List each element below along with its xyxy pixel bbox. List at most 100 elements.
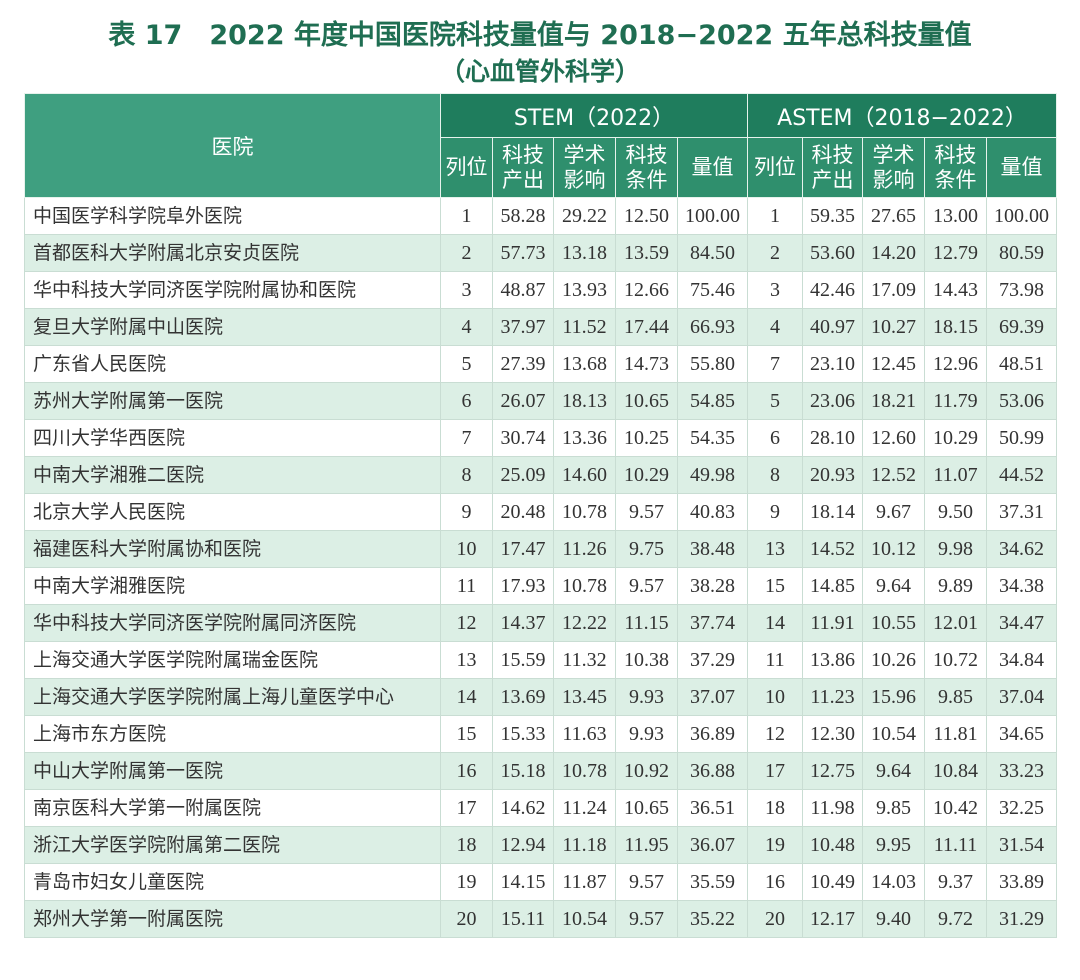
cell: 26.07 [492, 382, 554, 420]
column-header: 量值 [676, 137, 749, 198]
table-row: 苏州大学附属第一医院 6 26.07 18.13 10.65 54.85 5 23.06 18.… [24, 382, 1058, 420]
header-row: 列位 科技 产出 学术 影响 科技 条件 量值 列位 科技 产出 学术 影响 科技 条件 量值 [25, 137, 1058, 198]
table-row: 华中科技大学同济医学院附属同济医院 12 14.37 12.22 11.15 37.74 1… [24, 604, 1058, 642]
cell: 12 [440, 604, 493, 642]
cell: 11 [747, 641, 804, 679]
cell: 9.37 [924, 863, 988, 901]
cell: 15.96 [862, 678, 926, 716]
cell: 9.67 [862, 493, 926, 531]
table-row: 北京大学人民医院 9 20.48 10.78 9.57 40.83 9 18.14 9.67 9.… [24, 493, 1058, 531]
cell: 16 [747, 863, 804, 901]
cell: 75.46 [676, 271, 749, 309]
cell: 59.35 [802, 197, 864, 235]
table-row: 南京医科大学第一附属医院 17 14.62 11.24 10.65 36.51 18 11.9… [24, 789, 1058, 827]
cell: 10.54 [553, 900, 616, 938]
table-row: 广东省人民医院 5 27.39 13.68 14.73 55.80 7 23.10 12.45 1… [24, 345, 1058, 383]
cell: 35.59 [676, 863, 749, 901]
cell: 1 [440, 197, 493, 235]
cell: 10 [440, 530, 493, 568]
hospital-name: 南京医科大学第一附属医院 [24, 789, 441, 827]
cell: 14.20 [862, 234, 926, 272]
cell: 27.65 [862, 197, 926, 235]
cell: 6 [747, 419, 804, 457]
table-row: 复旦大学附属中山医院 4 37.97 11.52 17.44 66.93 4 40.97 10.… [24, 308, 1058, 346]
hospital-name: 上海交通大学医学院附属瑞金医院 [24, 641, 441, 679]
cell: 11.15 [615, 604, 678, 642]
cell: 40.97 [802, 308, 864, 346]
cell: 9.75 [615, 530, 678, 568]
column-header: 量值 [986, 137, 1058, 198]
cell: 36.51 [676, 789, 749, 827]
cell: 14.37 [492, 604, 554, 642]
cell: 17.47 [492, 530, 554, 568]
cell: 10.78 [553, 752, 616, 790]
cell: 10.65 [615, 789, 678, 827]
cell: 54.35 [676, 419, 749, 457]
cell: 14.62 [492, 789, 554, 827]
cell: 20.48 [492, 493, 554, 531]
cell: 13.93 [553, 271, 616, 309]
cell: 34.38 [986, 567, 1058, 605]
cell: 55.80 [676, 345, 749, 383]
cell: 11.11 [924, 826, 988, 864]
table-row: 四川大学华西医院 7 30.74 13.36 10.25 54.35 6 28.10 12.60… [24, 419, 1058, 457]
cell: 10.92 [615, 752, 678, 790]
cell: 18 [440, 826, 493, 864]
cell: 53.06 [986, 382, 1058, 420]
cell: 15 [440, 715, 493, 753]
hospital-name: 华中科技大学同济医学院附属同济医院 [24, 604, 441, 642]
cell: 38.48 [676, 530, 749, 568]
table-row: 浙江大学医学院附属第二医院 18 12.94 11.18 11.95 36.07 19 10.… [24, 826, 1058, 864]
hospital-name: 中国医学科学院阜外医院 [24, 197, 441, 235]
cell: 3 [440, 271, 493, 309]
cell: 8 [440, 456, 493, 494]
cell: 37.04 [986, 678, 1058, 716]
cell: 9.40 [862, 900, 926, 938]
cell: 53.60 [802, 234, 864, 272]
cell: 10.55 [862, 604, 926, 642]
group-header: ASTEM（2018−2022） [747, 93, 1058, 138]
cell: 10.48 [802, 826, 864, 864]
cell: 20 [440, 900, 493, 938]
cell: 28.10 [802, 419, 864, 457]
cell: 11.98 [802, 789, 864, 827]
cell: 10.65 [615, 382, 678, 420]
cell: 10.29 [924, 419, 988, 457]
cell: 10.27 [862, 308, 926, 346]
hospital-name: 北京大学人民医院 [24, 493, 441, 531]
cell: 15.59 [492, 641, 554, 679]
cell: 15.33 [492, 715, 554, 753]
cell: 18.13 [553, 382, 616, 420]
column-header: 学术 影响 [553, 137, 616, 198]
cell: 12.96 [924, 345, 988, 383]
cell: 9.57 [615, 493, 678, 531]
cell: 35.22 [676, 900, 749, 938]
table-row: 华中科技大学同济医学院附属协和医院 3 48.87 13.93 12.66 75.46 3 4… [24, 271, 1058, 309]
hospital-name: 华中科技大学同济医学院附属协和医院 [24, 271, 441, 309]
table-header: 医院 STEM（2022） ASTEM（2018−2022） 列位 科技 产出 学术 影响… [24, 93, 1058, 198]
cell: 34.62 [986, 530, 1058, 568]
cell: 11.81 [924, 715, 988, 753]
cell: 13.45 [553, 678, 616, 716]
table: 医院 STEM（2022） ASTEM（2018−2022） 列位 科技 产出 学术 影响… [24, 93, 1058, 938]
hospital-name: 四川大学华西医院 [24, 419, 441, 457]
cell: 30.74 [492, 419, 554, 457]
cell: 3 [747, 271, 804, 309]
cell: 9.89 [924, 567, 988, 605]
cell: 12.66 [615, 271, 678, 309]
cell: 38.28 [676, 567, 749, 605]
cell: 19 [747, 826, 804, 864]
cell: 31.29 [986, 900, 1058, 938]
cell: 11.63 [553, 715, 616, 753]
cell: 9.72 [924, 900, 988, 938]
cell: 15.11 [492, 900, 554, 938]
table-row: 福建医科大学附属协和医院 10 17.47 11.26 9.75 38.48 13 14.52… [24, 530, 1058, 568]
table-row: 首都医科大学附属北京安贞医院 2 57.73 13.18 13.59 84.50 2 53.6… [24, 234, 1058, 272]
hospital-name: 郑州大学第一附属医院 [24, 900, 441, 938]
cell: 14.73 [615, 345, 678, 383]
cell: 4 [440, 308, 493, 346]
hospital-name: 首都医科大学附属北京安贞医院 [24, 234, 441, 272]
cell: 9.64 [862, 752, 926, 790]
cell: 80.59 [986, 234, 1058, 272]
table-row: 上海交通大学医学院附属上海儿童医学中心 14 13.69 13.45 9.93 37.07… [24, 678, 1058, 716]
